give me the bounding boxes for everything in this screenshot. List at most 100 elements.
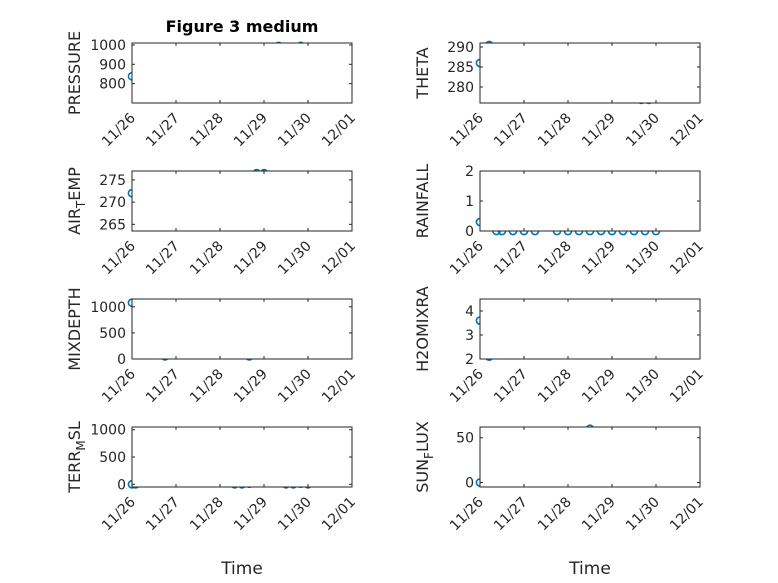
axes-frame <box>131 170 353 232</box>
x-tick-label: 11/29 <box>579 494 619 534</box>
y-tick-label: 500 <box>99 326 126 342</box>
y-axis-label: MIXDEPTH <box>65 287 84 370</box>
y-axis-label: PRESSURE <box>65 31 84 115</box>
x-tick-label: 11/26 <box>447 238 487 278</box>
x-tick-label: 12/01 <box>319 238 359 278</box>
x-tick-label: 11/30 <box>623 494 663 534</box>
x-tick-label: 12/01 <box>667 110 707 150</box>
x-tick-label: 11/26 <box>447 366 487 406</box>
x-tick-label: 11/30 <box>275 366 315 406</box>
axes-frame <box>479 170 701 232</box>
x-tick-label: 12/01 <box>319 494 359 534</box>
subplot-h2omixra: 11/26 11/27 11/28 11/29 11/30 12/01 2 3 4 H2OMIXR… <box>413 286 707 406</box>
chart-title: Figure 3 medium <box>166 17 319 36</box>
y-tick-label: 800 <box>99 77 126 93</box>
x-tick-label: 12/01 <box>667 238 707 278</box>
x-tick-label: 11/28 <box>187 110 227 150</box>
x-tick-label: 11/28 <box>187 238 227 278</box>
x-tick-label: 11/26 <box>99 366 139 406</box>
y-tick-label: 290 <box>447 40 474 56</box>
x-tick-label: 11/26 <box>99 494 139 534</box>
x-tick-label: 11/30 <box>275 494 315 534</box>
x-tick-label: 11/29 <box>231 110 271 150</box>
y-tick-label: 0 <box>117 352 126 368</box>
x-tick-label: 12/01 <box>319 110 359 150</box>
subplot-mixdepth: 11/26 11/27 11/28 11/29 11/30 12/01 0 500 1000 MI… <box>65 287 359 406</box>
x-tick-label: 11/27 <box>491 110 531 150</box>
x-tick-label: 11/30 <box>623 110 663 150</box>
y-tick-label: 4 <box>465 304 474 320</box>
axes-frame <box>131 426 353 488</box>
x-tick-label: 11/26 <box>447 110 487 150</box>
x-tick-label: 11/29 <box>231 238 271 278</box>
x-tick-label: 11/28 <box>535 238 575 278</box>
x-tick-label: 11/30 <box>623 366 663 406</box>
subplot-pressure: 11/26 11/27 11/28 11/29 11/30 12/01 800 900 1000… <box>65 17 359 150</box>
axes-frame <box>479 42 701 104</box>
x-tick-label: 11/29 <box>579 366 619 406</box>
x-tick-label: 11/27 <box>491 366 531 406</box>
axes-frame <box>479 298 701 360</box>
x-tick-label: 11/27 <box>143 238 183 278</box>
x-tick-label: 11/29 <box>579 238 619 278</box>
y-tick-label: 1 <box>465 194 474 210</box>
y-tick-label: 280 <box>447 80 474 96</box>
x-tick-label: 11/28 <box>535 110 575 150</box>
x-tick-label: 11/26 <box>99 238 139 278</box>
x-tick-label: 11/29 <box>231 494 271 534</box>
x-axis-label: Time <box>568 559 611 579</box>
y-axis-label: RAINFALL <box>413 164 432 239</box>
y-axis-label: H2OMIXRA <box>413 286 432 372</box>
x-tick-label: 11/27 <box>143 366 183 406</box>
y-tick-label: 1000 <box>90 38 126 54</box>
x-tick-label: 12/01 <box>319 366 359 406</box>
subplot-theta: 11/26 11/27 11/28 11/29 11/30 12/01 280 285 290 T… <box>413 40 707 150</box>
x-tick-label: 11/28 <box>187 366 227 406</box>
y-tick-label: 275 <box>99 173 126 189</box>
axes-frame <box>479 426 701 488</box>
y-tick-label: 285 <box>447 60 474 76</box>
x-tick-label: 11/26 <box>99 110 139 150</box>
axes-frame <box>131 298 353 360</box>
y-tick-label: 270 <box>99 195 126 211</box>
y-tick-label: 1000 <box>90 423 126 439</box>
x-tick-label: 11/27 <box>143 494 183 534</box>
x-tick-label: 11/30 <box>275 110 315 150</box>
x-tick-label: 11/28 <box>535 366 575 406</box>
x-tick-label: 11/28 <box>187 494 227 534</box>
y-tick-label: 0 <box>465 476 474 492</box>
x-tick-label: 11/27 <box>491 238 531 278</box>
subplot-rainfall: 11/26 11/27 11/28 11/29 11/30 12/01 0 1 2 RAINFAL… <box>413 164 707 278</box>
y-axis-label: THETA <box>413 47 432 99</box>
y-axis-label: TERRMSL <box>65 421 88 494</box>
x-tick-label: 11/29 <box>579 110 619 150</box>
y-tick-label: 2 <box>465 164 474 180</box>
x-tick-label: 11/30 <box>623 238 663 278</box>
subplot-terr-msl: 11/26 11/27 11/28 11/29 11/30 12/01 0 500 1000TE… <box>65 421 359 579</box>
axes-frame <box>131 42 353 104</box>
y-tick-label: 3 <box>465 328 474 344</box>
y-tick-label: 1000 <box>90 300 126 316</box>
y-axis-label: SUNFLUX <box>413 421 436 493</box>
y-tick-label: 0 <box>117 477 126 493</box>
x-tick-label: 12/01 <box>667 494 707 534</box>
subplot-air-temp: 11/26 11/27 11/28 11/29 11/30 12/01 265 270 275 A… <box>65 167 359 278</box>
x-tick-label: 11/28 <box>535 494 575 534</box>
y-tick-label: 900 <box>99 57 126 73</box>
y-tick-label: 500 <box>99 450 126 466</box>
y-tick-label: 0 <box>465 224 474 240</box>
y-tick-label: 2 <box>465 352 474 368</box>
x-tick-label: 11/29 <box>231 366 271 406</box>
y-tick-label: 50 <box>456 431 474 447</box>
x-tick-label: 12/01 <box>667 366 707 406</box>
x-tick-label: 11/26 <box>447 494 487 534</box>
y-tick-label: 265 <box>99 217 126 233</box>
x-tick-label: 11/30 <box>275 238 315 278</box>
x-axis-label: Time <box>220 559 263 579</box>
y-axis-label: AIRTEMP <box>65 167 88 235</box>
x-tick-label: 11/27 <box>491 494 531 534</box>
subplot-sun-flux: 11/26 11/27 11/28 11/29 11/30 12/01 0 50 SUNFLUX… <box>413 421 707 579</box>
x-tick-label: 11/27 <box>143 110 183 150</box>
